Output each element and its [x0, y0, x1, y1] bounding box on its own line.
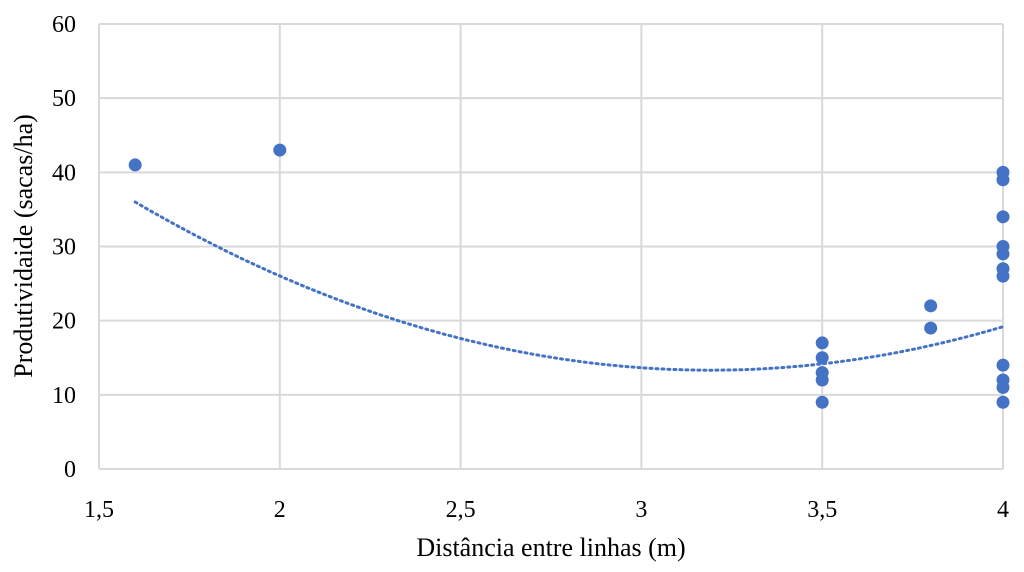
data-point [273, 143, 287, 157]
x-tick-label: 1,5 [84, 497, 114, 523]
data-point [815, 373, 829, 387]
data-point [996, 395, 1010, 409]
y-axis-title: Produtividaide (sacas/ha) [9, 114, 38, 378]
data-point [996, 210, 1010, 224]
data-point [996, 173, 1010, 187]
data-point [924, 299, 938, 313]
point-layer [128, 143, 1010, 409]
grid-layer [98, 23, 1004, 470]
x-tick-label: 2,5 [446, 497, 476, 523]
trendline [133, 200, 1005, 372]
data-point [996, 269, 1010, 283]
x-tick-label: 2 [274, 497, 286, 523]
data-point [924, 321, 938, 335]
trend-layer [133, 200, 1005, 372]
y-tick-label: 50 [52, 86, 76, 112]
data-point [996, 358, 1010, 372]
x-tick-label: 3 [635, 497, 647, 523]
y-tick-label: 40 [52, 160, 76, 186]
y-tick-label: 10 [52, 383, 76, 409]
data-point [815, 336, 829, 350]
y-tick-label: 0 [64, 457, 76, 483]
y-tick-label: 20 [52, 309, 76, 335]
data-point [996, 380, 1010, 394]
x-axis-title: Distância entre linhas (m) [416, 533, 685, 562]
x-tick-label: 3,5 [807, 497, 837, 523]
x-tick-label: 4 [997, 497, 1009, 523]
y-tick-label: 30 [52, 235, 76, 261]
data-point [128, 158, 142, 172]
data-point [815, 351, 829, 365]
y-tick-label: 60 [52, 12, 76, 38]
data-point [815, 395, 829, 409]
data-point [996, 247, 1010, 261]
